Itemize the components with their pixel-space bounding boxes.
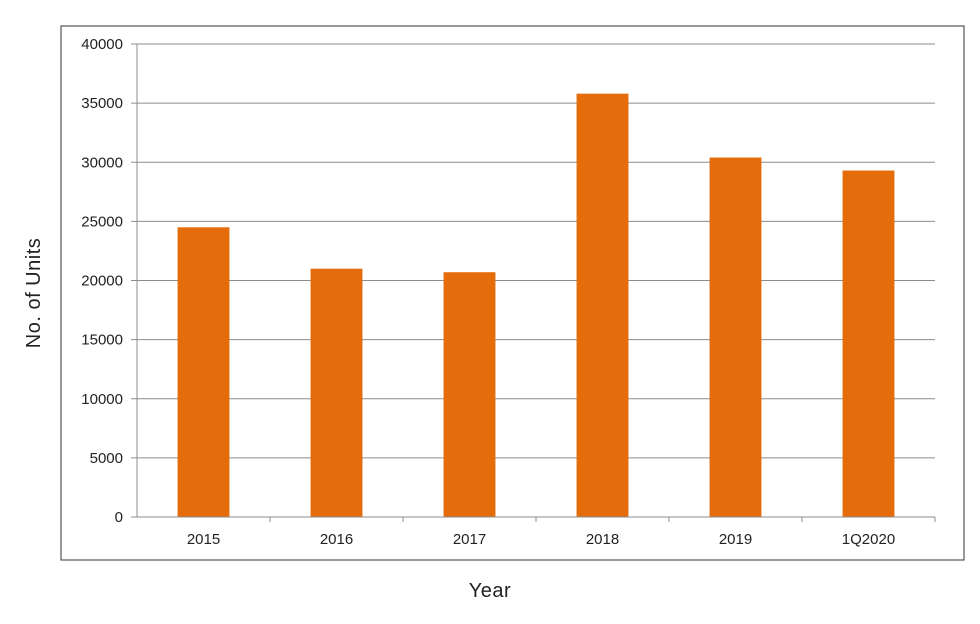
x-tick-label: 2016 (320, 531, 353, 548)
axes (136, 44, 935, 518)
bar-2017 (443, 272, 496, 517)
bar-2019 (709, 157, 762, 517)
x-tick-label: 2017 (453, 531, 486, 548)
x-tick-label: 2018 (586, 531, 619, 548)
bar-2018 (576, 93, 629, 517)
y-tick-label: 20000 (81, 273, 123, 290)
bar-2016 (310, 268, 363, 517)
y-tick-label: 40000 (81, 36, 123, 53)
y-tick-label: 35000 (81, 95, 123, 112)
y-tick-label: 30000 (81, 154, 123, 171)
x-tick-labels: 2015 2016 2017 2018 2019 1Q2020 (187, 531, 895, 548)
gridlines (131, 43, 936, 522)
y-tick-label: 10000 (81, 391, 123, 408)
bar-1Q2020 (842, 170, 895, 517)
bar-2015 (177, 227, 230, 517)
x-tick-label: 2015 (187, 531, 220, 548)
y-axis-title: No. of Units (23, 238, 45, 348)
bars (177, 93, 895, 517)
y-tick-label: 25000 (81, 213, 123, 230)
x-tick-label: 1Q2020 (842, 531, 895, 548)
x-tick-label: 2019 (719, 531, 752, 548)
y-tick-label: 0 (115, 509, 123, 526)
y-tick-labels: 0 5000 10000 15000 20000 25000 30000 35000 40000 (81, 36, 123, 526)
y-tick-label: 5000 (90, 450, 123, 467)
x-axis-title: Year (469, 580, 511, 602)
y-tick-label: 15000 (81, 332, 123, 349)
